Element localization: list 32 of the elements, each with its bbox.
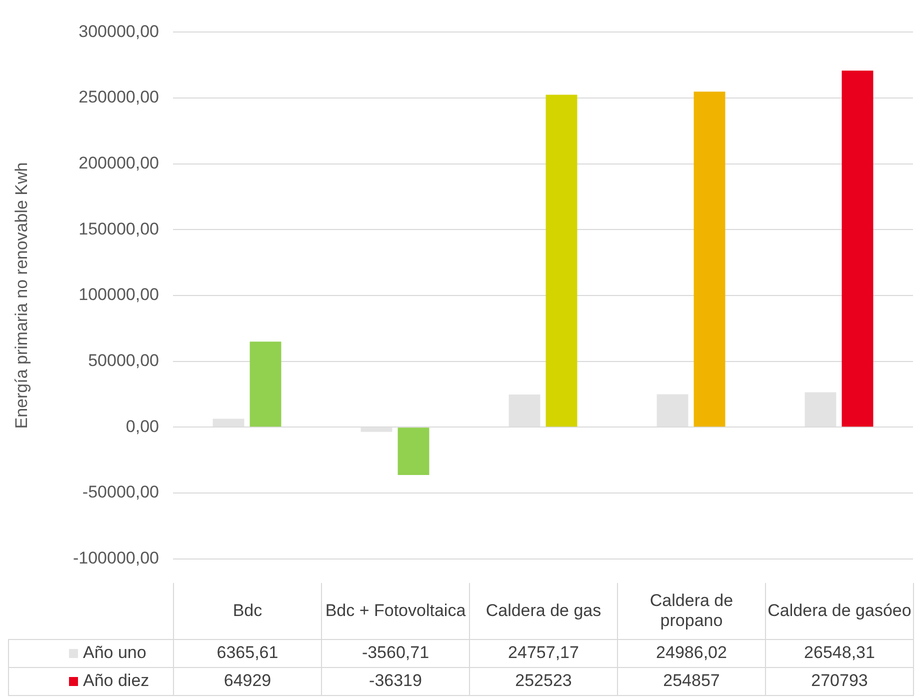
y-tick-label: 50000,00: [88, 351, 159, 370]
bar: [250, 342, 282, 427]
data-label: 270793: [766, 667, 914, 695]
x-tick-label: Caldera de gas: [470, 583, 618, 639]
y-tick-label: 0,00: [126, 416, 159, 436]
bar: [546, 94, 578, 427]
x-tick-label: Bdc: [174, 583, 322, 639]
bar: [842, 70, 874, 427]
data-label: 252523: [470, 667, 618, 695]
data-label: -36319: [322, 667, 470, 695]
data-label: 6365,61: [174, 639, 322, 667]
data-label: 64929: [174, 667, 322, 695]
legend-label: Año diez: [8, 667, 174, 695]
x-tick-label: Caldera de gasóeo: [766, 583, 914, 639]
data-label: 254857: [618, 667, 766, 695]
y-tick-label: -100000,00: [72, 548, 159, 568]
data-label: 24757,17: [470, 639, 618, 667]
x-tick-label: Bdc + Fotovoltaica: [322, 583, 470, 639]
data-label: 26548,31: [766, 639, 914, 667]
y-tick-label: 100000,00: [78, 285, 159, 304]
y-tick-label: 250000,00: [78, 88, 159, 107]
y-tick-label: 150000,00: [78, 219, 159, 238]
y-tick-label: 200000,00: [78, 154, 159, 173]
bar: [694, 92, 726, 427]
data-label: -3560,71: [322, 639, 470, 667]
legend-label: Año uno: [8, 639, 174, 667]
y-tick-label: -50000,00: [82, 482, 159, 502]
bar: [398, 428, 430, 475]
data-label: 24986,02: [618, 639, 766, 667]
x-tick-label: Caldera de propano: [618, 583, 766, 639]
y-axis-title: Energía primaria no renovable Kwh: [12, 162, 31, 429]
y-tick-label: 300000,00: [78, 22, 159, 41]
